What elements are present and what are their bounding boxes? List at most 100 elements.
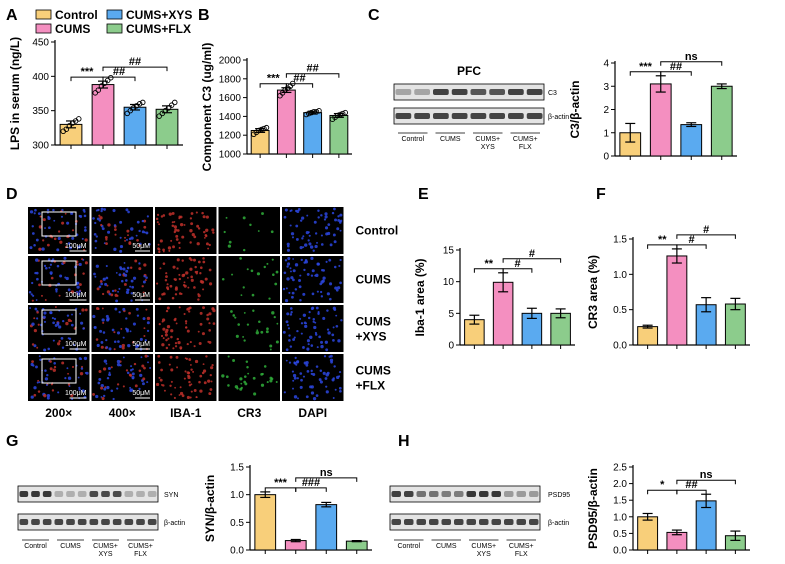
micro-cell <box>107 223 111 227</box>
micro-cell <box>141 230 145 234</box>
micro-cell <box>141 219 145 223</box>
micro-cell <box>192 258 196 262</box>
micro-cell <box>162 214 166 217</box>
micro-cell <box>202 215 206 219</box>
micro-cell <box>103 387 107 391</box>
micro-cell <box>136 220 140 224</box>
micro-cell <box>55 288 58 291</box>
micro-cell <box>52 321 55 325</box>
panel-label-f: F <box>596 186 606 203</box>
significance-label: # <box>688 234 694 246</box>
data-point <box>156 113 162 119</box>
micro-cell <box>314 321 317 324</box>
micro-cell <box>59 240 63 244</box>
micro-cell <box>51 389 55 392</box>
bar-cums <box>91 84 115 146</box>
micro-cell <box>283 271 287 275</box>
micro-cell <box>53 237 57 241</box>
significance-label: ## <box>670 61 682 73</box>
micro-cell <box>199 389 203 393</box>
micro-cell <box>70 211 74 215</box>
micro-cell <box>94 246 97 249</box>
micro-cell <box>96 287 100 291</box>
micro-cell <box>44 369 47 372</box>
y-tick-label: 4 <box>603 59 609 70</box>
chart-g: 0.0 0.5 1.0 1.5 SYN/β-actin *** ###ns <box>203 463 372 557</box>
micro-cell <box>207 379 211 383</box>
micro-cell <box>44 377 49 381</box>
micro-cell <box>30 362 34 367</box>
micro-cell <box>105 238 108 241</box>
y-tick-label: 1 <box>603 128 609 139</box>
micro-cell <box>30 293 33 296</box>
blot-band-loading <box>19 519 29 525</box>
chart-h: 0.0 0.5 1.0 1.5 2.0 2.5 PSD95/β-actin * ##ns <box>586 463 750 557</box>
data-point <box>98 83 105 89</box>
micro-cell <box>95 209 98 212</box>
blot-band-loading <box>466 519 476 525</box>
data-point <box>101 80 108 86</box>
data-point <box>66 123 73 129</box>
micro-cell <box>300 258 303 262</box>
micro-cell <box>290 276 294 280</box>
micro-cell <box>190 368 193 371</box>
micro-cell <box>42 315 46 319</box>
micro-cell <box>93 326 96 329</box>
micro-cell <box>146 381 149 384</box>
significance-bracket <box>295 487 327 492</box>
micro-cell <box>275 270 279 274</box>
micro-cell <box>181 235 185 239</box>
micro-cell <box>139 373 143 378</box>
data-point <box>342 109 349 116</box>
micro-cell <box>291 370 294 373</box>
significance-bracket <box>102 66 168 72</box>
micro-cell <box>131 377 135 380</box>
micro-cell <box>314 244 318 249</box>
micro-cell <box>308 311 311 314</box>
y-tick-label: 1000 <box>219 150 242 161</box>
micro-cell <box>94 239 98 243</box>
micro-cell <box>210 380 213 383</box>
data-point <box>313 108 320 115</box>
micro-cell <box>320 234 323 237</box>
micro-cell <box>201 211 204 215</box>
bar-cums-flx <box>710 85 733 157</box>
significance-bracket <box>502 258 562 263</box>
micro-cell <box>49 360 52 363</box>
data-point <box>256 127 262 134</box>
micro-cell <box>57 391 60 394</box>
micro-cell <box>162 327 166 331</box>
bar-cums-flx <box>155 108 179 146</box>
micro-cell <box>31 281 34 285</box>
micro-cell <box>298 285 302 289</box>
micro-cell <box>135 307 139 311</box>
micro-cell <box>239 377 243 381</box>
micro-cell <box>174 287 178 291</box>
micro-cell <box>260 330 264 334</box>
micro-tile <box>218 256 280 303</box>
micro-cell <box>171 296 175 300</box>
blot-band <box>454 491 464 497</box>
micro-cell <box>99 329 103 333</box>
micro-cell <box>139 242 142 246</box>
micro-cell <box>158 323 161 326</box>
micro-cell <box>197 298 200 301</box>
micro-cell <box>310 369 313 373</box>
micro-cell <box>193 286 196 289</box>
micro-cell <box>235 334 239 338</box>
micro-cell <box>125 290 130 295</box>
micro-cell <box>299 385 303 389</box>
micro-tile <box>91 354 153 401</box>
micro-cell <box>38 225 43 229</box>
micro-cell <box>84 261 88 265</box>
micro-cell <box>163 389 166 392</box>
blot-band <box>19 491 29 497</box>
micro-cell <box>331 333 335 337</box>
micro-col-label: IBA-1 <box>170 406 202 420</box>
micro-cell <box>195 272 198 275</box>
y-tick-label: 0 <box>448 341 454 352</box>
micro-cell <box>190 390 193 393</box>
microscopy-grid: 100μM 50μM Control 100μM 50μM CUMS 100μM 50μM CU… <box>28 207 398 420</box>
micro-row-label: Control <box>356 224 399 238</box>
micro-cell <box>339 229 342 232</box>
